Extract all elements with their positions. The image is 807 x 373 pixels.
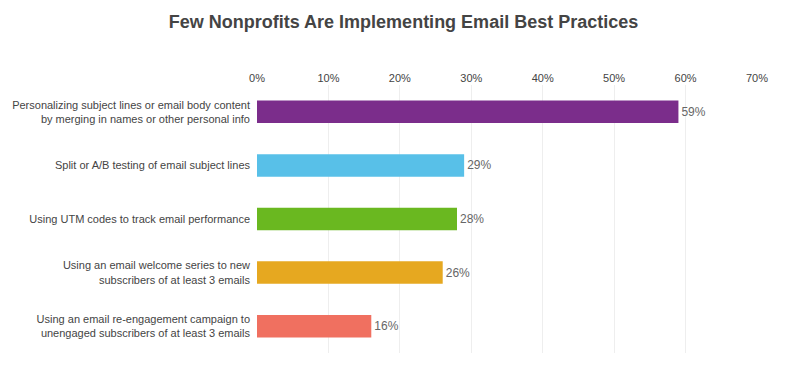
svg-text:28%: 28% [460,212,484,226]
svg-text:40%: 40% [532,72,554,84]
svg-text:Using an email welcome series: Using an email welcome series to newsubs… [63,259,251,285]
svg-text:10%: 10% [317,72,339,84]
svg-text:Personalizing subject lines or: Personalizing subject lines or email bod… [12,99,250,125]
svg-text:16%: 16% [374,319,398,333]
svg-text:60%: 60% [675,72,697,84]
svg-text:59%: 59% [681,105,705,119]
svg-text:70%: 70% [746,72,768,84]
svg-text:Split or A/B testing of email: Split or A/B testing of email subject li… [55,159,251,171]
svg-text:Using UTM codes to track email: Using UTM codes to track email performan… [29,213,250,225]
svg-text:0%: 0% [249,72,265,84]
svg-text:30%: 30% [460,72,482,84]
svg-text:20%: 20% [389,72,411,84]
svg-text:50%: 50% [603,72,625,84]
svg-text:29%: 29% [467,158,491,172]
svg-text:26%: 26% [446,266,470,280]
svg-text:Using an email re-engagement c: Using an email re-engagement campaign to… [37,313,251,339]
svg-text:Few Nonprofits Are Implementin: Few Nonprofits Are Implementing Email Be… [169,12,638,32]
